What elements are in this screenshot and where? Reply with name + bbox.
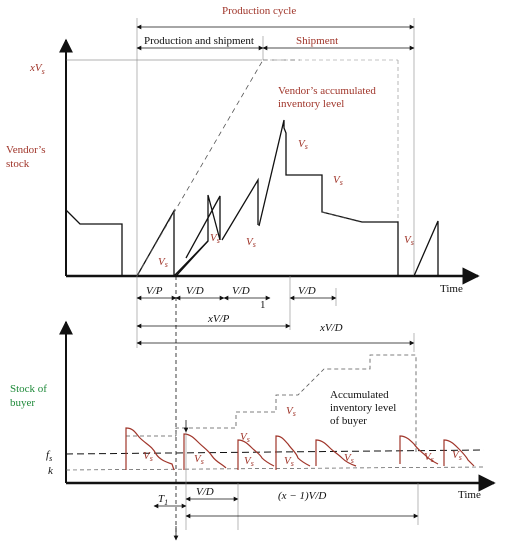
b-dim-x1-label: (x − 1)V/D [278, 490, 326, 502]
depletion-curve-5 [315, 439, 357, 467]
b-vs-label-4: Vs [244, 455, 254, 468]
dim-vs-db-label-3: V/D [298, 285, 316, 297]
production-cycle-label: Production cycle [222, 5, 296, 17]
b-vs-label-3: Vs [240, 431, 250, 444]
vs-label-3: Vs [246, 236, 256, 249]
vs-label-4: Vs [298, 138, 308, 151]
vendor-stock-label: Vendor’s stock [6, 144, 46, 170]
b-vs-label-7: Vs [344, 452, 354, 465]
top-time-label: Time [440, 283, 463, 295]
vs-label-2: Vs [210, 232, 220, 245]
b-vs-label-9: Vs [452, 449, 462, 462]
dim-vs-pr-label: V/P [146, 285, 163, 297]
bottom-chart: Stock of buyer Time fs k Accumulated inven… [10, 320, 496, 541]
production-shipment-label: Production and shipment [144, 35, 254, 47]
buyer-accumulated-staircase [175, 354, 417, 452]
production-ramp-link [175, 240, 209, 277]
production-sawtooth-1 [136, 208, 175, 277]
vs-label-1: Vs [158, 256, 168, 269]
b-vs-label-1: Vs [143, 450, 153, 463]
top-chart: xVs Production cycle Production and ship… [6, 5, 480, 540]
fs-label: fs [46, 449, 52, 463]
depletion-curve-2 [183, 433, 227, 470]
stray-mark: 1 [260, 299, 266, 311]
production-sawtooth-2b [185, 195, 221, 259]
depletion-curve-7 [443, 439, 475, 467]
bottom-time-label: Time [458, 489, 481, 501]
k-line [65, 466, 485, 471]
depletion-curve-1 [125, 427, 175, 471]
dim-xvs-pr-label: xV/P [207, 313, 230, 325]
buyer-depletion-curves [125, 427, 475, 471]
b-vs-label-5: Vs [286, 405, 296, 418]
b-vs-label-2: Vs [194, 453, 204, 466]
buyer-stock-label: Stock of buyer [10, 383, 47, 409]
b-vs-label-6: Vs [284, 455, 294, 468]
shipment-label: Shipment [296, 35, 338, 47]
dim-vs-db-label-1: V/D [186, 285, 204, 297]
k-label: k [48, 465, 54, 477]
accumulation-dashed [136, 59, 264, 277]
vs-label-6: Vs [404, 234, 414, 247]
fs-line [65, 449, 485, 455]
depletion-curve-6 [399, 435, 439, 465]
depletion-curve-3 [237, 439, 275, 470]
vs-label-5: Vs [333, 174, 343, 187]
depletion-curve-4 [275, 435, 311, 470]
b-dim-vs-db-label: V/D [196, 486, 214, 498]
vendor-initial-stock [65, 209, 123, 276]
vendor-inventory-label: Vendor’s accumulated inventory level [278, 85, 376, 110]
xvs-label: xVs [29, 62, 45, 76]
production-sawtooth-3 [221, 177, 259, 241]
t1-label: T1 [158, 493, 168, 507]
shipment-steps [258, 119, 399, 276]
buyer-inventory-label: Accumulated inventory level of buyer [330, 389, 396, 427]
dim-xvs-db-label: xV/D [319, 322, 343, 334]
next-cycle-ramp [413, 220, 439, 277]
dim-vs-db-label-2: V/D [232, 285, 250, 297]
b-vs-label-8: Vs [424, 451, 434, 464]
